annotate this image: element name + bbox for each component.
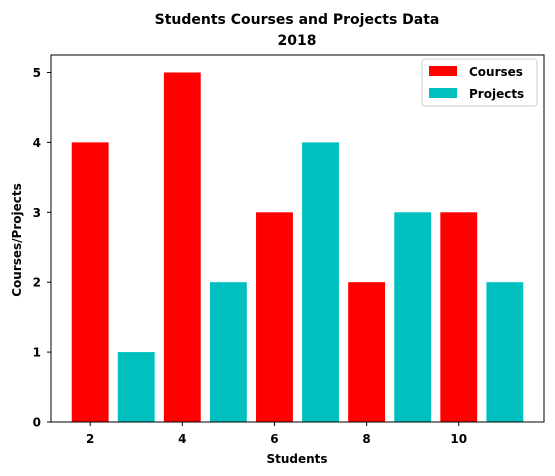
bar-courses-4 bbox=[163, 72, 201, 422]
chart-subtitle: 2018 bbox=[278, 33, 317, 49]
y-tick-label: 4 bbox=[33, 136, 41, 150]
x-tick-label: 8 bbox=[362, 432, 370, 446]
x-tick-label: 2 bbox=[86, 432, 94, 446]
x-tick-label: 10 bbox=[450, 432, 467, 446]
chart-title: Students Courses and Projects Data bbox=[155, 12, 440, 28]
legend-label-projects: Projects bbox=[469, 87, 524, 101]
legend-label-courses: Courses bbox=[469, 65, 523, 79]
plot-frame bbox=[50, 54, 545, 423]
y-axis-label: Courses/Projects bbox=[10, 183, 24, 297]
y-tick-label: 0 bbox=[33, 416, 41, 430]
x-tick-label: 6 bbox=[270, 432, 278, 446]
bar-courses-2 bbox=[71, 142, 109, 422]
bar-projects-5 bbox=[209, 282, 247, 422]
bar-projects-9 bbox=[394, 212, 432, 422]
axes-group: 2 4 6 8 10 0 1 2 3 4 5 bbox=[33, 54, 545, 446]
x-tick-label: 4 bbox=[178, 432, 186, 446]
legend-swatch-projects bbox=[429, 88, 457, 98]
bar-courses-8 bbox=[348, 282, 386, 422]
y-tick-label: 3 bbox=[33, 206, 41, 220]
legend: Courses Projects bbox=[421, 58, 538, 107]
y-tick-label: 2 bbox=[33, 276, 41, 290]
bar-courses-6 bbox=[256, 212, 293, 422]
bars-group bbox=[71, 72, 524, 422]
bar-projects-11 bbox=[486, 282, 524, 422]
bar-projects-3 bbox=[117, 352, 155, 422]
y-tick-label: 5 bbox=[33, 66, 41, 80]
x-axis-label: Students bbox=[266, 452, 327, 466]
bar-projects-7 bbox=[302, 142, 339, 422]
legend-swatch-courses bbox=[429, 66, 457, 76]
bar-courses-10 bbox=[440, 212, 478, 422]
y-tick-label: 1 bbox=[33, 346, 41, 360]
